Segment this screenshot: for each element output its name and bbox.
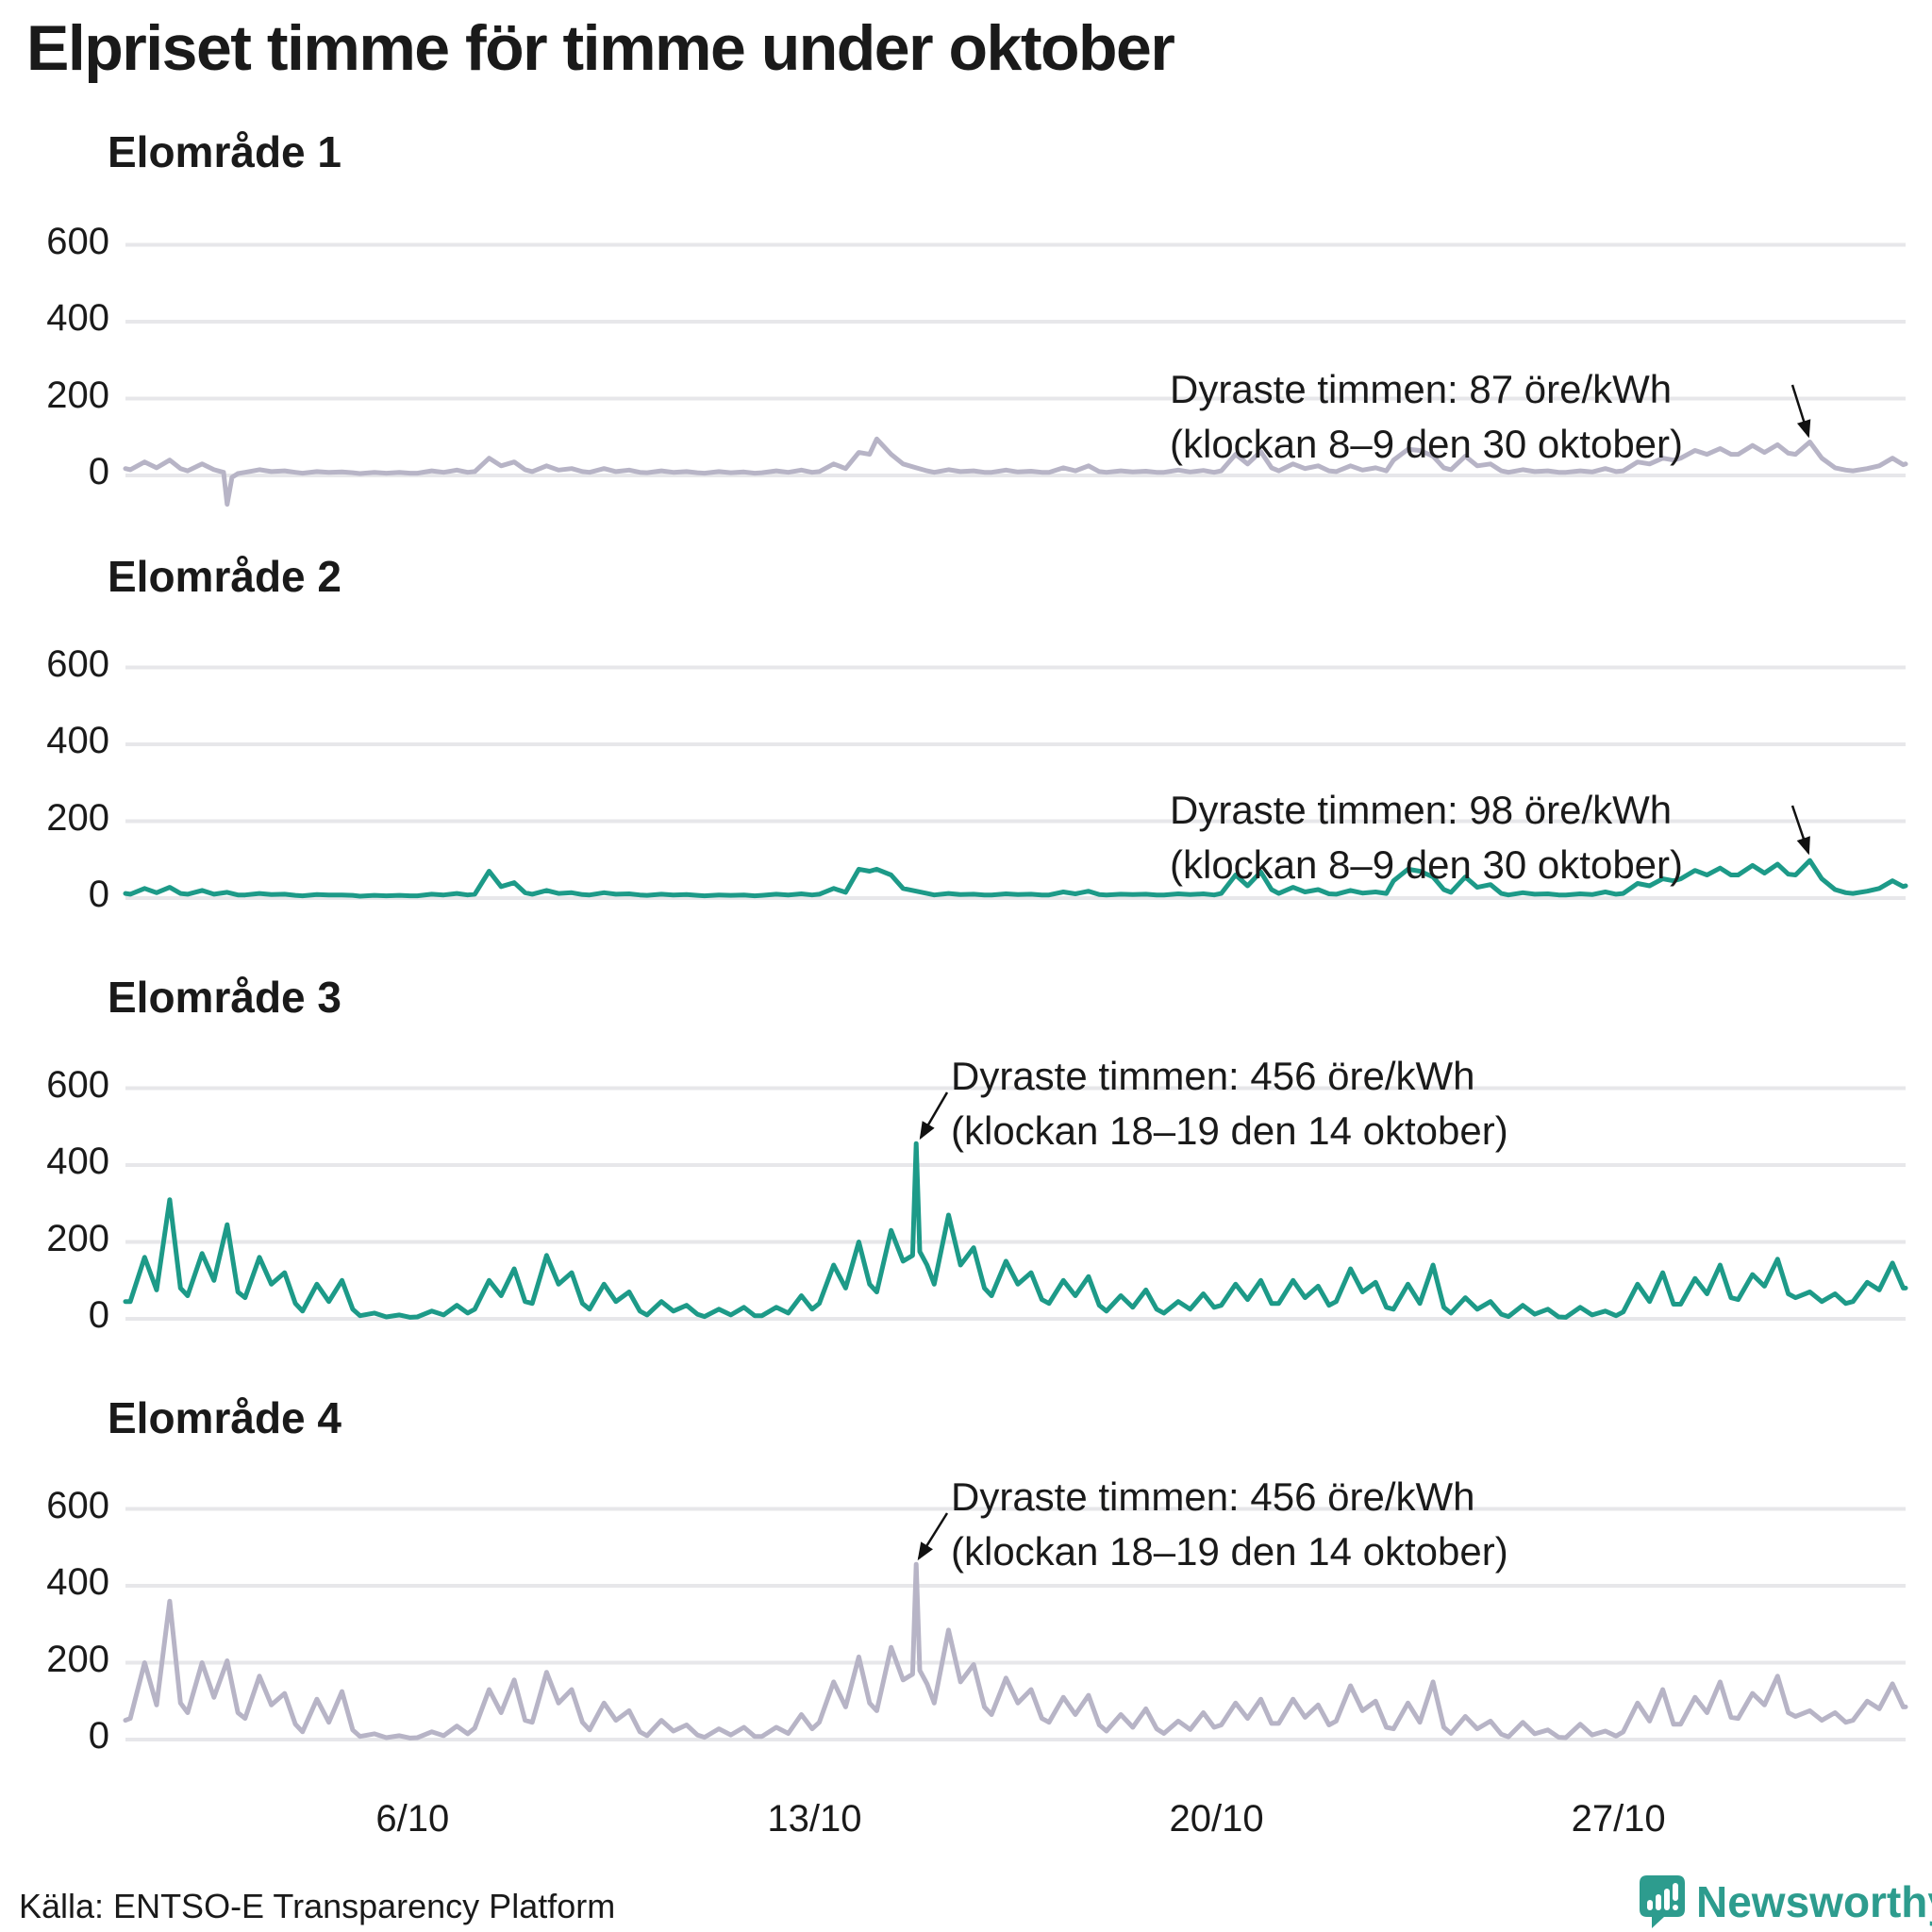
annotation-arrows — [917, 384, 1811, 1561]
newsworthy-bubble-barchart-icon — [1640, 1875, 1685, 1928]
price-lines — [123, 436, 1908, 1740]
annotation-line2: (klockan 8–9 den 30 oktober) — [1170, 422, 1684, 466]
price-line-elområde-3 — [123, 1141, 1908, 1320]
y-axis-tick-label: 600 — [46, 220, 109, 262]
x-axis-tick-label: 27/10 — [1571, 1798, 1666, 1840]
source-credit: Källa: ENTSO-E Transparency Platform — [19, 1887, 616, 1925]
y-axis-tick-label: 400 — [46, 297, 109, 339]
annotation-arrow — [917, 1512, 949, 1561]
annotation-line2: (klockan 8–9 den 30 oktober) — [1170, 842, 1684, 887]
newsworthy-logo[interactable]: Newsworthy — [1640, 1875, 1932, 1928]
panel-title-elomrade-2: Elområde 2 — [108, 552, 341, 601]
y-axis-tick-label: 400 — [46, 1141, 109, 1182]
annotation-line1: Dyraste timmen: 87 öre/kWh — [1170, 367, 1673, 411]
gridlines — [125, 242, 1906, 1741]
annotation-line2: (klockan 18–19 den 14 oktober) — [951, 1108, 1508, 1153]
annotation-line1: Dyraste timmen: 456 öre/kWh — [951, 1474, 1475, 1519]
y-axis-tick-label: 200 — [46, 1638, 109, 1680]
y-axis-tick-label: 200 — [46, 796, 109, 839]
max-price-annotation-3: Dyraste timmen: 456 öre/kWh (klockan 18–… — [951, 1049, 1508, 1158]
panel-title-elomrade-1: Elområde 1 — [108, 127, 341, 176]
y-axis-tick-label: 400 — [46, 720, 109, 761]
max-price-annotation-2: Dyraste timmen: 98 öre/kWh (klockan 8–9 … — [1170, 783, 1683, 892]
x-axis-tick-label: 6/10 — [375, 1798, 450, 1840]
annotation-line2: (klockan 18–19 den 14 oktober) — [951, 1529, 1508, 1574]
x-axis-tick-label: 13/10 — [767, 1798, 862, 1840]
price-line-elområde-1 — [123, 436, 1908, 508]
y-axis-tick-label: 400 — [46, 1561, 109, 1603]
y-axis-tick-label: 200 — [46, 1217, 109, 1259]
annotation-line1: Dyraste timmen: 456 öre/kWh — [951, 1054, 1475, 1098]
y-axis-tick-label: 600 — [46, 1063, 109, 1106]
annotation-arrow — [1790, 384, 1811, 439]
x-axis-tick-label: 20/10 — [1169, 1798, 1264, 1840]
y-axis-tick-label: 200 — [46, 374, 109, 416]
y-axis-tick-label: 600 — [46, 1484, 109, 1526]
panel-title-elomrade-3: Elområde 3 — [108, 973, 341, 1022]
annotation-arrow — [919, 1091, 949, 1141]
y-axis-tick-label: 0 — [88, 874, 109, 915]
y-axis-tick-label: 0 — [88, 451, 109, 492]
newsworthy-logo-text: Newsworthy — [1696, 1877, 1932, 1926]
price-line-elområde-4 — [123, 1561, 1908, 1740]
y-axis-tick-label: 600 — [46, 642, 109, 685]
price-line-elområde-2 — [123, 858, 1908, 899]
y-axis-tick-label: 0 — [88, 1294, 109, 1336]
y-axis-tick-label: 0 — [88, 1715, 109, 1757]
max-price-annotation-1: Dyraste timmen: 87 öre/kWh (klockan 8–9 … — [1170, 362, 1683, 472]
annotation-arrow — [1790, 805, 1810, 856]
page-title: Elpriset timme för timme under oktober — [26, 12, 1175, 84]
panel-title-elomrade-4: Elområde 4 — [108, 1393, 341, 1442]
annotation-line1: Dyraste timmen: 98 öre/kWh — [1170, 788, 1673, 832]
max-price-annotation-4: Dyraste timmen: 456 öre/kWh (klockan 18–… — [951, 1470, 1508, 1579]
